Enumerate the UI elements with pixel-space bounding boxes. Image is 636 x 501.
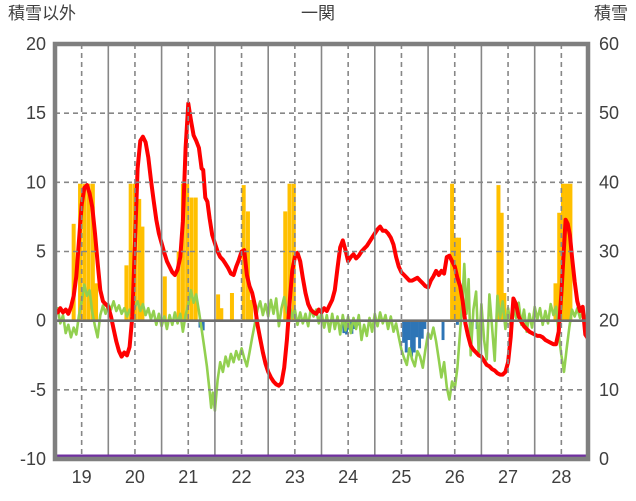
x-tick-label: 19 xyxy=(72,467,92,487)
orange-bar xyxy=(553,283,558,321)
x-tick-label: 25 xyxy=(391,467,411,487)
blue-bar xyxy=(415,321,419,338)
orange-bar xyxy=(499,212,504,321)
orange-bar xyxy=(564,183,569,321)
orange-bar xyxy=(71,223,76,321)
orange-bar xyxy=(496,185,501,321)
orange-bar xyxy=(245,211,250,321)
left-tick-label: 15 xyxy=(26,103,46,123)
orange-bar xyxy=(216,294,221,321)
orange-bar xyxy=(193,197,198,321)
right-tick-label: 60 xyxy=(599,34,619,54)
orange-bar xyxy=(557,212,562,321)
orange-bar xyxy=(86,183,91,321)
orange-bar xyxy=(219,308,224,321)
right-tick-label: 30 xyxy=(599,242,619,262)
red-line xyxy=(56,101,587,388)
blue-bar xyxy=(402,321,406,343)
right-axis-title: 積雪 xyxy=(594,4,628,23)
blue-bar xyxy=(441,321,445,341)
orange-bar xyxy=(189,197,194,321)
x-tick-label: 24 xyxy=(338,467,358,487)
chart-title: 一関 xyxy=(301,4,335,23)
x-tick-label: 27 xyxy=(498,467,518,487)
left-tick-label: 5 xyxy=(36,242,46,262)
blue-bar xyxy=(418,321,422,349)
left-axis-title: 積雪以外 xyxy=(8,4,76,23)
blue-bar xyxy=(423,321,427,329)
blue-bar xyxy=(201,321,205,331)
orange-bar xyxy=(176,251,181,321)
orange-bar xyxy=(140,226,145,321)
right-tick-label: 40 xyxy=(599,172,619,192)
left-tick-label: 0 xyxy=(36,311,46,331)
orange-bar xyxy=(249,299,254,321)
right-tick-label: 20 xyxy=(599,311,619,331)
right-tick-label: 50 xyxy=(599,103,619,123)
blue-bar xyxy=(407,321,411,341)
blue-bar xyxy=(455,321,459,325)
orange-bar xyxy=(124,265,129,321)
x-tick-label: 26 xyxy=(445,467,465,487)
blue-bar xyxy=(410,321,414,357)
x-tick-label: 28 xyxy=(551,467,571,487)
left-tick-label: -5 xyxy=(30,380,46,400)
x-tick-label: 22 xyxy=(232,467,252,487)
blue-bar xyxy=(420,321,424,339)
blue-bar xyxy=(404,321,408,353)
left-tick-label: 10 xyxy=(26,172,46,192)
blue-bar xyxy=(412,321,416,353)
right-tick-label: 10 xyxy=(599,380,619,400)
orange-bar xyxy=(94,283,99,321)
plot-border xyxy=(52,41,591,462)
orange-bar xyxy=(185,183,190,321)
x-tick-label: 23 xyxy=(285,467,305,487)
x-tick-label: 20 xyxy=(125,467,145,487)
left-tick-label: 20 xyxy=(26,34,46,54)
right-tick-label: 0 xyxy=(599,449,609,469)
left-tick-label: -10 xyxy=(20,449,46,469)
orange-bar xyxy=(162,276,167,321)
orange-bar xyxy=(229,293,234,321)
orange-bar xyxy=(283,211,288,321)
x-tick-label: 21 xyxy=(178,467,198,487)
orange-bar xyxy=(137,198,142,321)
